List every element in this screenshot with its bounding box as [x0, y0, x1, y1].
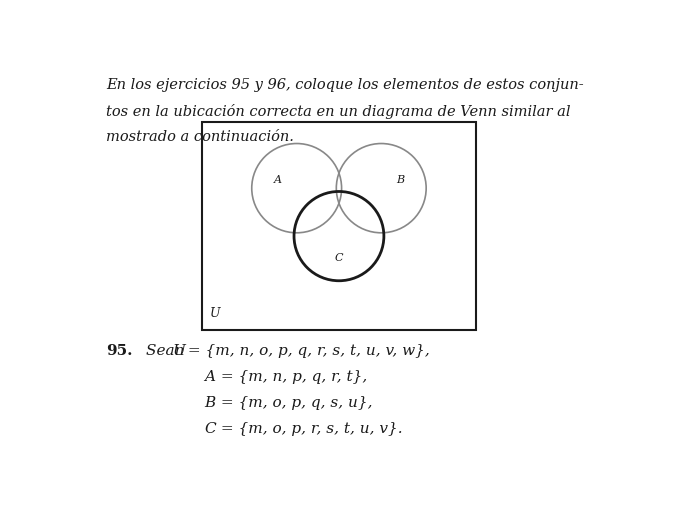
Text: U: U — [173, 344, 186, 358]
Text: En los ejercicios 95 y 96, coloque los elementos de estos conjun-: En los ejercicios 95 y 96, coloque los e… — [106, 78, 584, 92]
Text: B: B — [204, 396, 216, 410]
Text: = {m, o, p, q, s, u},: = {m, o, p, q, s, u}, — [216, 396, 373, 410]
Text: C: C — [335, 253, 343, 264]
Text: C: C — [204, 422, 216, 436]
Text: tos en la ubicación correcta en un diagrama de Venn similar al: tos en la ubicación correcta en un diagr… — [106, 104, 571, 119]
Text: = {m, o, p, r, s, t, u, v}.: = {m, o, p, r, s, t, u, v}. — [216, 422, 403, 436]
Text: 95.: 95. — [106, 344, 133, 358]
Text: B: B — [396, 175, 404, 185]
Text: mostrado a continuación.: mostrado a continuación. — [106, 130, 294, 144]
Text: = {m, n, o, p, q, r, s, t, u, v, w},: = {m, n, o, p, q, r, s, t, u, v, w}, — [183, 344, 430, 358]
Text: Sean: Sean — [146, 344, 190, 358]
Bar — [202, 122, 477, 330]
Text: A: A — [273, 175, 282, 185]
Text: A: A — [204, 370, 216, 384]
Text: U: U — [209, 307, 220, 320]
Text: = {m, n, p, q, r, t},: = {m, n, p, q, r, t}, — [216, 370, 368, 384]
